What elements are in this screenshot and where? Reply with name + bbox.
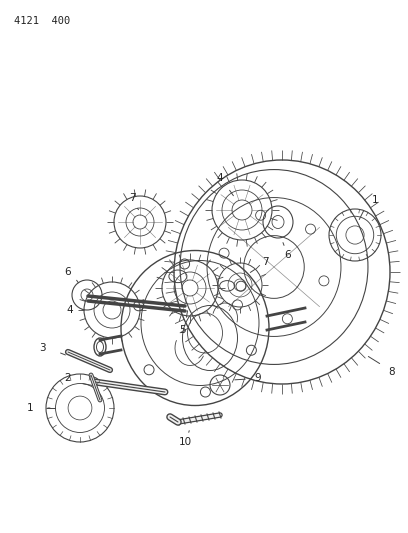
Text: 8: 8 bbox=[389, 367, 395, 377]
Text: 4: 4 bbox=[67, 305, 73, 315]
Text: 6: 6 bbox=[65, 267, 71, 277]
Text: 7: 7 bbox=[262, 257, 268, 267]
Text: 1: 1 bbox=[372, 195, 378, 205]
Text: 4: 4 bbox=[217, 173, 223, 183]
Text: 7: 7 bbox=[129, 193, 135, 203]
Text: 4121  400: 4121 400 bbox=[14, 16, 70, 26]
Text: 9: 9 bbox=[255, 373, 261, 383]
Text: 5: 5 bbox=[179, 325, 185, 335]
Text: 3: 3 bbox=[39, 343, 45, 353]
Text: 10: 10 bbox=[178, 437, 192, 447]
Text: 2: 2 bbox=[65, 373, 71, 383]
Text: 6: 6 bbox=[285, 250, 291, 260]
Text: 1: 1 bbox=[27, 403, 33, 413]
